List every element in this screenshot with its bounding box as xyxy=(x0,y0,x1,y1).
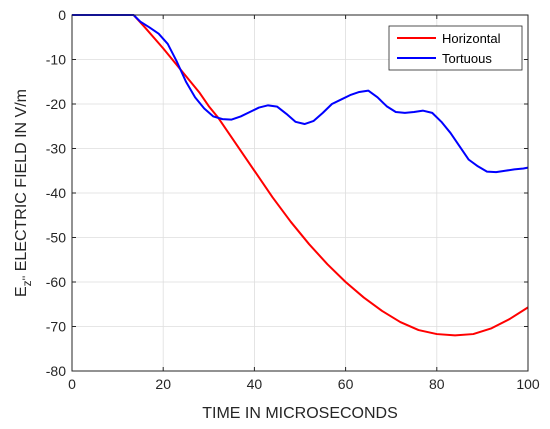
y-tick-label: -70 xyxy=(46,319,66,335)
y-tick-label: -60 xyxy=(46,274,66,290)
y-tick-label: -40 xyxy=(46,185,66,201)
x-tick-labels: 0 20 40 60 80 100 xyxy=(68,376,540,392)
series-line-tortuous xyxy=(72,14,529,174)
legend-label-tortuous: Tortuous xyxy=(442,51,492,66)
x-tick-label: 0 xyxy=(68,376,76,392)
x-axis-label: TIME IN MICROSECONDS xyxy=(202,405,398,422)
x-tick-label: 20 xyxy=(155,376,171,392)
x-tick-label: 80 xyxy=(429,376,445,392)
axis-ticks xyxy=(71,14,529,372)
x-tick-label: 60 xyxy=(338,376,354,392)
y-axis-label: Ez'' ELECTRIC FIELD IN V/m xyxy=(13,89,34,297)
series-lines xyxy=(72,14,529,337)
y-tick-label: -50 xyxy=(46,230,66,246)
y-tick-label: 0 xyxy=(58,7,66,23)
y-tick-labels: 0 -10 -20 -30 -40 -50 -60 -70 -80 xyxy=(46,7,66,379)
legend-label-horizontal: Horizontal xyxy=(442,31,501,46)
x-tick-label: 40 xyxy=(247,376,263,392)
y-axis-label-subscript: z'' xyxy=(20,276,34,287)
y-tick-label: -30 xyxy=(46,141,66,157)
y-tick-label: -80 xyxy=(46,363,66,379)
x-tick-label: 100 xyxy=(516,376,540,392)
y-tick-label: -20 xyxy=(46,96,66,112)
y-axis-label-rest: ELECTRIC FIELD IN V/m xyxy=(13,89,30,276)
legend: Horizontal Tortuous xyxy=(388,25,523,71)
y-axis-label-main: E xyxy=(13,286,30,297)
y-tick-label: -10 xyxy=(46,52,66,68)
legend-box xyxy=(388,25,523,71)
